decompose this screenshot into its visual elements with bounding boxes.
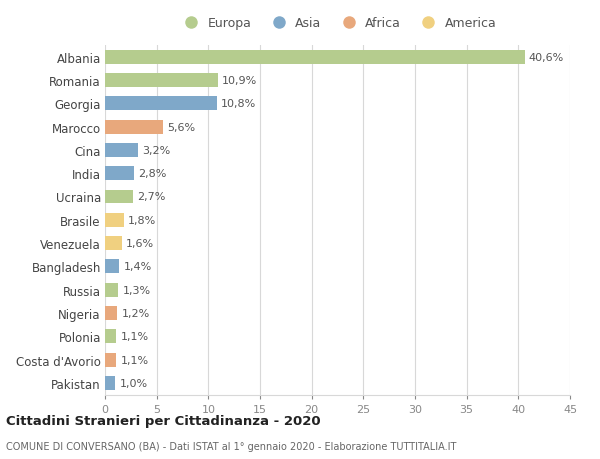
Text: 2,8%: 2,8% — [138, 169, 166, 179]
Text: 3,2%: 3,2% — [142, 146, 170, 156]
Bar — [105, 353, 116, 367]
Bar — [105, 330, 116, 344]
Bar — [105, 260, 119, 274]
Bar — [105, 213, 124, 227]
Bar — [105, 50, 524, 65]
Text: 1,3%: 1,3% — [122, 285, 151, 295]
Bar — [105, 376, 115, 390]
Text: 1,6%: 1,6% — [125, 239, 154, 249]
Bar — [105, 144, 138, 157]
Text: 10,8%: 10,8% — [221, 99, 256, 109]
Bar — [105, 167, 134, 181]
Text: 40,6%: 40,6% — [529, 52, 564, 62]
Text: 2,7%: 2,7% — [137, 192, 166, 202]
Bar — [105, 74, 218, 88]
Text: 5,6%: 5,6% — [167, 122, 195, 132]
Text: 1,0%: 1,0% — [119, 378, 148, 388]
Text: COMUNE DI CONVERSANO (BA) - Dati ISTAT al 1° gennaio 2020 - Elaborazione TUTTITA: COMUNE DI CONVERSANO (BA) - Dati ISTAT a… — [6, 441, 457, 451]
Text: 1,1%: 1,1% — [121, 331, 149, 341]
Bar — [105, 236, 122, 251]
Text: 1,2%: 1,2% — [122, 308, 150, 319]
Text: Cittadini Stranieri per Cittadinanza - 2020: Cittadini Stranieri per Cittadinanza - 2… — [6, 414, 320, 428]
Text: 1,8%: 1,8% — [128, 215, 156, 225]
Text: 1,1%: 1,1% — [121, 355, 149, 365]
Bar — [105, 190, 133, 204]
Legend: Europa, Asia, Africa, America: Europa, Asia, Africa, America — [173, 12, 502, 35]
Bar — [105, 120, 163, 134]
Bar — [105, 97, 217, 111]
Text: 1,4%: 1,4% — [124, 262, 152, 272]
Bar — [105, 306, 118, 320]
Bar — [105, 283, 118, 297]
Text: 10,9%: 10,9% — [222, 76, 257, 86]
